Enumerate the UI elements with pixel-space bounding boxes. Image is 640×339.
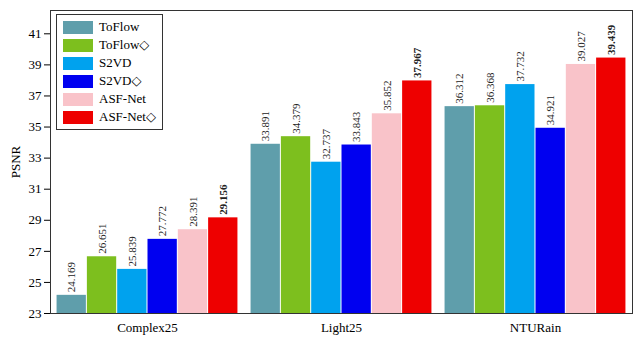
svg-text:25: 25 (29, 275, 42, 290)
svg-text:32.737: 32.737 (320, 128, 332, 159)
html-text:S2VD◇: S2VD◇ (99, 73, 142, 88)
svg-text:28.391: 28.391 (186, 196, 198, 226)
svg-text:37.732: 37.732 (514, 51, 526, 81)
svg-text:23: 23 (29, 306, 42, 321)
svg-text:25.839: 25.839 (126, 236, 138, 267)
html-text:ToFlow: ToFlow (99, 19, 140, 34)
svg-text:33: 33 (29, 150, 42, 165)
svg-text:39: 39 (29, 57, 42, 72)
html-text:ASF-Net◇: ASF-Net◇ (99, 109, 156, 124)
svg-text:27: 27 (29, 244, 43, 259)
svg-text:41: 41 (29, 26, 42, 41)
svg-text:Complex25: Complex25 (117, 320, 178, 335)
svg-text:36.312: 36.312 (453, 73, 465, 103)
svg-text:Light25: Light25 (321, 320, 362, 335)
svg-text:33.891: 33.891 (259, 111, 271, 141)
html-text:ASF-Net: ASF-Net (99, 91, 146, 106)
svg-text:35.852: 35.852 (380, 81, 392, 111)
html-text:ToFlow◇: ToFlow◇ (99, 37, 150, 52)
svg-text:26.651: 26.651 (96, 224, 108, 254)
svg-text:29: 29 (29, 212, 42, 227)
svg-text:33.843: 33.843 (350, 111, 362, 142)
svg-text:NTURain: NTURain (510, 320, 562, 335)
svg-text:PSNR: PSNR (8, 145, 23, 178)
html-text:S2VD: S2VD (99, 55, 132, 70)
svg-text:34.379: 34.379 (290, 103, 302, 134)
svg-text:34.921: 34.921 (544, 95, 556, 125)
svg-text:39.027: 39.027 (574, 31, 586, 62)
svg-text:37.967: 37.967 (411, 47, 423, 78)
svg-text:36.368: 36.368 (484, 72, 496, 103)
svg-text:35: 35 (29, 119, 42, 134)
svg-text:27.772: 27.772 (156, 206, 168, 236)
svg-text:37: 37 (29, 88, 43, 103)
svg-text:31: 31 (29, 181, 42, 196)
svg-text:24.169: 24.169 (65, 262, 77, 293)
svg-text:39.439: 39.439 (605, 24, 617, 55)
svg-text:29.156: 29.156 (217, 184, 229, 215)
